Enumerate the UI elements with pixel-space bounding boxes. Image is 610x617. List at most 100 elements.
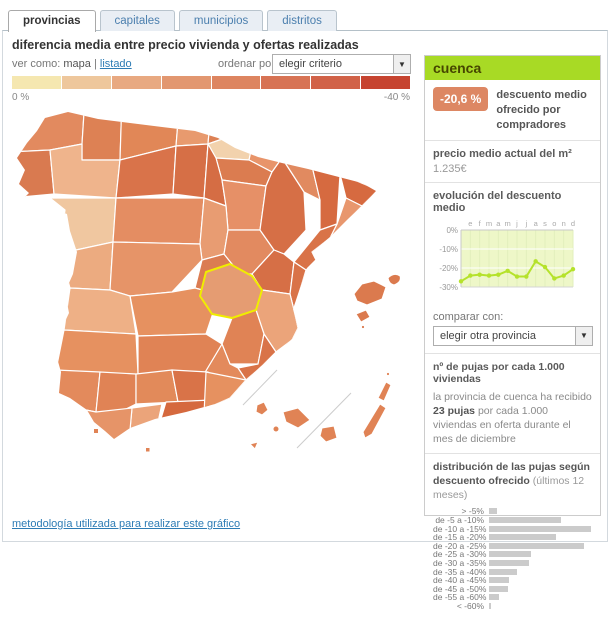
evolution-heading: evolución del descuento medio bbox=[433, 189, 562, 214]
order-select[interactable]: elegir criterio ▼ bbox=[272, 54, 411, 74]
svg-text:-20%: -20% bbox=[439, 264, 458, 273]
svg-text:m: m bbox=[486, 219, 492, 228]
map-island-gran-canaria[interactable] bbox=[319, 425, 338, 443]
inset-divider-line bbox=[296, 392, 352, 449]
compare-select[interactable]: elegir otra provincia ▼ bbox=[433, 325, 593, 346]
svg-text:e: e bbox=[468, 219, 472, 228]
distribution-heading: distribución de las pujas según descuent… bbox=[433, 461, 592, 502]
map-province[interactable] bbox=[199, 197, 229, 261]
view-mode-map: mapa bbox=[63, 58, 91, 70]
bids-text-part: por cada 1.000 viviendas en oferta duran… bbox=[433, 404, 571, 446]
svg-text:a: a bbox=[534, 219, 539, 228]
map-province[interactable] bbox=[85, 407, 133, 440]
scale-segment bbox=[261, 76, 311, 89]
distribution-row: de -5 a -10% bbox=[433, 515, 592, 526]
distribution-row-label: de -5 a -10% bbox=[435, 515, 484, 526]
tab-provincias[interactable]: provincias bbox=[8, 10, 96, 32]
map-island-tenerife[interactable] bbox=[282, 407, 311, 429]
map-melilla[interactable] bbox=[146, 448, 150, 452]
map-island-islet[interactable] bbox=[385, 371, 391, 377]
map-province[interactable] bbox=[10, 102, 86, 153]
divider bbox=[425, 181, 600, 183]
province-detail-panel: cuenca -20,6 % descuento medio ofrecido … bbox=[424, 55, 601, 611]
map-island-menorca[interactable] bbox=[387, 273, 401, 286]
order-select-value: elegir criterio bbox=[279, 58, 342, 70]
svg-text:0%: 0% bbox=[446, 226, 458, 235]
distribution-bar bbox=[489, 585, 509, 592]
map-province-cuenca[interactable] bbox=[199, 263, 263, 319]
scale-segment bbox=[311, 76, 361, 89]
order-by-label: ordenar por: bbox=[218, 58, 278, 70]
distribution-heading-text: distribución de las pujas según descuent… bbox=[433, 461, 590, 487]
distribution-bar bbox=[489, 594, 500, 601]
bids-text: la provincia de cuenca ha recibido 23 pu… bbox=[433, 390, 592, 447]
chevron-down-icon: ▼ bbox=[575, 326, 592, 345]
map-province[interactable] bbox=[55, 369, 101, 413]
map-province[interactable] bbox=[63, 287, 137, 335]
map-province[interactable] bbox=[172, 143, 209, 199]
map-island-el-hierro[interactable] bbox=[249, 441, 259, 450]
distribution-row-label: < -60% bbox=[456, 600, 484, 611]
map-ceuta[interactable] bbox=[94, 429, 98, 433]
tab-bar: provincias capitales municipios distrito… bbox=[8, 10, 337, 32]
scale-segment bbox=[12, 76, 61, 89]
distribution-bar bbox=[489, 551, 531, 558]
svg-text:o: o bbox=[552, 219, 556, 228]
view-mode-list-link[interactable]: listado bbox=[99, 58, 132, 70]
distribution-bar bbox=[489, 534, 557, 541]
methodology-link[interactable]: metodología utilizada para realizar este… bbox=[12, 518, 241, 530]
inset-divider-line bbox=[242, 369, 278, 406]
map-island-lanzarote[interactable] bbox=[377, 381, 392, 402]
map-island-fuerteventura[interactable] bbox=[362, 403, 387, 439]
view-mode-label: ver como: bbox=[12, 58, 61, 70]
scale-segment bbox=[111, 76, 161, 89]
scale-segment bbox=[211, 76, 261, 89]
map-province[interactable] bbox=[203, 371, 247, 415]
page-title: diferencia media entre precio vivienda y… bbox=[12, 38, 359, 52]
distribution-row: de -10 a -15% bbox=[433, 524, 592, 534]
map-province[interactable] bbox=[109, 241, 203, 297]
tab-capitales[interactable]: capitales bbox=[99, 10, 175, 31]
map-province[interactable] bbox=[59, 241, 114, 291]
evolution-chart: 0% -10% -20% -30% e f m a m j j a s o n d bbox=[433, 218, 592, 301]
map-province[interactable] bbox=[10, 149, 55, 199]
svg-text:j: j bbox=[524, 219, 527, 228]
map-province[interactable] bbox=[112, 197, 205, 245]
map-province[interactable] bbox=[81, 102, 123, 161]
scale-segment bbox=[361, 76, 410, 89]
map-island-la-palma[interactable] bbox=[255, 401, 269, 416]
svg-text:f: f bbox=[479, 219, 482, 228]
map-island-mallorca[interactable] bbox=[353, 280, 387, 306]
tab-distritos[interactable]: distritos bbox=[267, 10, 337, 31]
distribution-chart: > -5% de -5 a -10% de -10 a -15% de -15 a -… bbox=[433, 506, 592, 611]
map-province[interactable] bbox=[49, 197, 117, 251]
svg-text:j: j bbox=[515, 219, 518, 228]
map-province[interactable] bbox=[248, 102, 283, 173]
distribution-row-label: > -5% bbox=[461, 506, 484, 517]
map-province[interactable] bbox=[175, 102, 213, 147]
distribution-bar bbox=[489, 560, 529, 566]
distribution-subheading: (últimos 12 meses) bbox=[433, 474, 585, 501]
tab-municipios[interactable]: municipios bbox=[178, 10, 264, 31]
map-province[interactable] bbox=[129, 403, 163, 431]
map-island-la-gomera[interactable] bbox=[272, 425, 280, 433]
scale-min-label: 0 % bbox=[12, 92, 30, 103]
map-province[interactable] bbox=[55, 329, 139, 377]
map-province[interactable] bbox=[221, 179, 267, 231]
map-province[interactable] bbox=[207, 102, 235, 145]
bids-text-part: la provincia de cuenca ha recibido bbox=[433, 390, 592, 403]
divider bbox=[425, 139, 600, 141]
svg-text:m: m bbox=[505, 219, 511, 228]
map-province[interactable] bbox=[135, 369, 179, 405]
spain-map bbox=[10, 102, 420, 514]
map-province[interactable] bbox=[230, 102, 261, 143]
province-name-header: cuenca bbox=[425, 56, 600, 80]
distribution-row: > -5% bbox=[433, 506, 592, 517]
scale-segment bbox=[61, 76, 111, 89]
distribution-row-label: de -15 a -20% bbox=[433, 532, 487, 543]
canary-inset bbox=[242, 369, 392, 450]
svg-text:d: d bbox=[571, 219, 575, 228]
map-island-ibiza[interactable] bbox=[355, 309, 371, 323]
view-mode-separator: | bbox=[93, 58, 97, 70]
map-island-formentera[interactable] bbox=[360, 324, 366, 330]
